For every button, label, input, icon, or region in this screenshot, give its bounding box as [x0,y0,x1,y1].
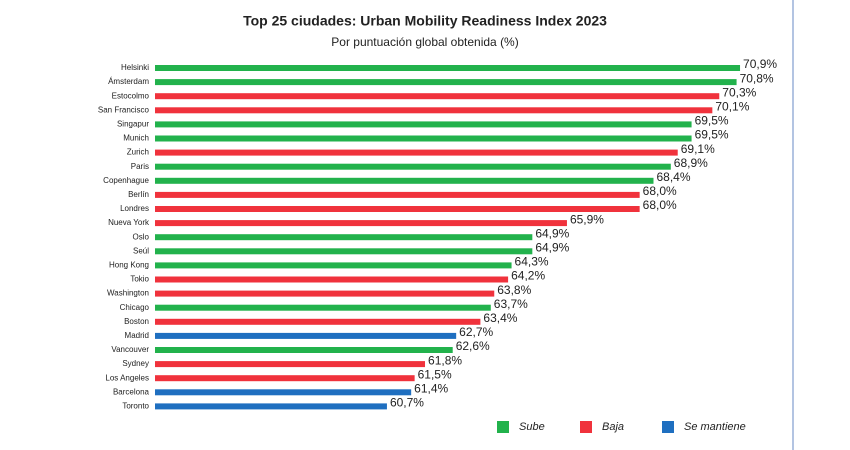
category-label: Helsinki [121,63,149,72]
value-label: 63,4% [483,311,517,325]
value-label: 69,1% [681,142,715,156]
bar [155,375,415,382]
value-label: 68,4% [656,170,690,184]
bar [155,318,481,325]
bar [155,149,678,156]
value-label: 64,3% [515,255,549,269]
value-label: 65,9% [570,212,604,226]
value-label: 70,3% [722,85,756,99]
legend-label: Se mantiene [684,421,746,433]
category-label: Chicago [120,303,150,312]
value-label: 61,5% [418,367,452,381]
value-label: 68,0% [643,198,677,212]
bar [155,332,457,339]
value-label: 60,7% [390,396,424,410]
bar [155,93,720,100]
category-label: Londres [120,204,149,213]
category-label: Copenhague [103,176,149,185]
value-label: 64,9% [535,240,569,254]
chart-subtitle: Por puntuación global obtenida (%) [331,35,518,49]
bar [155,135,692,142]
category-label: Tokio [130,275,149,284]
value-label: 69,5% [695,128,729,142]
value-label: 63,8% [497,283,531,297]
bar [155,177,654,184]
value-label: 70,1% [715,99,749,113]
category-label: Estocolmo [112,91,150,100]
bar [155,290,495,297]
category-label: Vancouver [111,345,149,354]
legend-label: Sube [519,421,545,433]
value-label: 61,4% [414,381,448,395]
value-label: 64,2% [511,269,545,283]
category-label: Munich [123,134,149,143]
bar [155,191,640,198]
value-label: 68,0% [643,184,677,198]
category-label: Zurich [127,148,149,157]
category-label: Washington [107,289,149,298]
value-label: 69,5% [695,114,729,128]
category-label: Barcelona [113,387,150,396]
value-label: 68,9% [674,156,708,170]
bar [155,206,640,212]
value-label: 62,6% [456,339,490,353]
category-label: Singapur [117,120,149,129]
category-label: Hong Kong [109,261,149,270]
value-label: 61,8% [428,353,462,367]
bar [155,262,512,269]
category-label: Toronto [122,402,149,411]
value-label: 63,7% [494,297,528,311]
bar [155,220,567,227]
legend-label: Baja [602,421,624,433]
category-label: Nueva York [108,218,150,227]
category-label: Sydney [122,359,149,368]
bar [155,389,412,396]
value-label: 64,9% [535,226,569,240]
bar [155,79,737,86]
legend-swatch [497,421,509,433]
category-label: Madrid [125,331,149,340]
chart-title: Top 25 ciudades: Urban Mobility Readines… [243,13,607,29]
category-label: Seúl [133,246,149,255]
value-label: 70,9% [743,57,777,71]
bar [155,107,713,114]
category-label: Los Angeles [105,373,149,382]
bar [155,403,387,410]
bar [155,248,533,255]
bar [155,304,491,311]
bar [155,234,533,241]
bar [155,361,426,368]
bar [155,121,692,128]
legend-swatch [662,421,674,433]
category-label: Boston [124,317,149,326]
value-label: 70,8% [740,71,774,85]
bar [155,65,741,71]
category-label: Paris [131,162,149,171]
bar [155,163,671,170]
category-label: San Francisco [98,105,150,114]
category-label: Oslo [133,232,150,241]
value-label: 62,7% [459,325,493,339]
category-label: Ámsterdam [108,77,149,86]
bar [155,276,509,283]
bar [155,347,453,353]
legend-swatch [580,421,592,433]
category-label: Berlín [128,190,149,199]
